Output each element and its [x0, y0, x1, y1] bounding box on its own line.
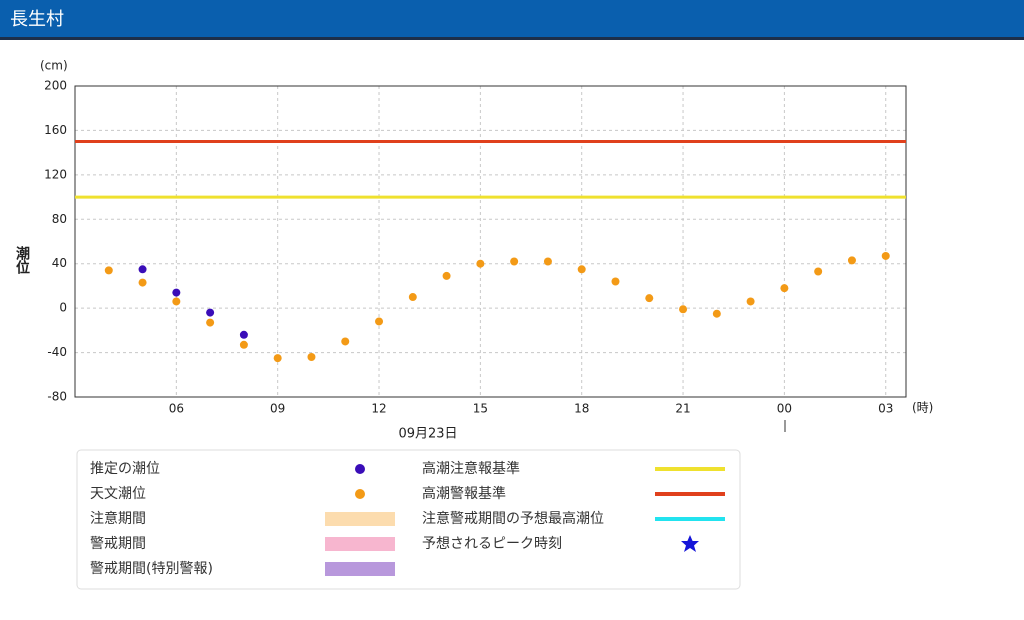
- tide-point: [104, 266, 113, 275]
- tide-point: [510, 257, 519, 266]
- tide-point: [543, 257, 552, 266]
- tide-point: [645, 294, 654, 303]
- x-tick-label: 03: [878, 402, 893, 416]
- x-tick-label: 09: [270, 402, 285, 416]
- y-tick-label: 40: [52, 256, 67, 270]
- header-title: 長生村: [10, 9, 64, 30]
- tide-point: [172, 297, 181, 306]
- tide-point: [206, 308, 215, 317]
- legend-label: 推定の潮位: [90, 461, 160, 477]
- legend-symbol: [355, 489, 365, 499]
- tide-point: [375, 317, 384, 326]
- tide-point: [577, 265, 586, 274]
- tide-point: [307, 353, 316, 362]
- y-tick-label: 120: [44, 167, 67, 181]
- x-tick-label: 12: [371, 402, 386, 416]
- legend-symbol: [325, 562, 395, 576]
- tide-point: [780, 284, 789, 293]
- tide-point: [341, 337, 350, 346]
- tide-point: [679, 305, 688, 314]
- date-label: 09月23日: [398, 427, 457, 442]
- tide-point: [239, 330, 248, 339]
- legend-label: 高潮注意報基準: [422, 460, 520, 477]
- y-tick-label: 160: [44, 123, 67, 137]
- tide-point: [138, 278, 147, 287]
- tide-point: [138, 265, 147, 274]
- y-label: 潮位: [14, 245, 30, 275]
- tide-point: [442, 271, 451, 280]
- header-bar: [0, 0, 1024, 38]
- tide-point: [172, 288, 181, 297]
- y-tick-label: -80: [47, 390, 67, 404]
- legend-symbol: [681, 535, 699, 552]
- legend-label: 予想されるピーク時刻: [422, 536, 562, 552]
- tide-point: [746, 297, 755, 306]
- tide-point: [239, 340, 248, 349]
- legend-label: 警戒期間(特別警報): [90, 561, 213, 577]
- legend-symbol: [355, 464, 365, 474]
- x-tick-label: 18: [574, 402, 589, 416]
- y-tick-label: 0: [59, 301, 67, 315]
- plot-frame: [74, 85, 907, 398]
- y-tick-label: -40: [47, 345, 67, 359]
- legend-label: 注意警戒期間の予想最高潮位: [422, 510, 604, 527]
- legend-box: [76, 449, 741, 590]
- tide-point: [814, 267, 823, 276]
- tide-point: [611, 277, 620, 286]
- header-border: [0, 37, 1024, 40]
- x-tick-label: 15: [473, 402, 488, 416]
- tide-point: [273, 354, 282, 363]
- y-unit: (cm): [40, 59, 68, 73]
- legend-symbol: [325, 537, 395, 551]
- x-tick-label: 21: [675, 402, 690, 416]
- legend-label: 警戒期間: [90, 536, 146, 552]
- tide-point: [408, 293, 417, 302]
- y-tick-label: 200: [44, 79, 67, 93]
- legend-label: 天文潮位: [90, 486, 146, 502]
- legend-symbol: [325, 512, 395, 526]
- y-tick-label: 80: [52, 212, 67, 226]
- legend-label: 高潮警報基準: [422, 485, 506, 502]
- tide-point: [847, 256, 856, 265]
- legend-label: 注意期間: [90, 510, 146, 527]
- x-tick-label: 00: [777, 402, 792, 416]
- tide-point: [881, 251, 890, 260]
- x-tick-label: 06: [169, 402, 184, 416]
- tide-point: [206, 318, 215, 327]
- tide-point: [476, 259, 485, 268]
- x-unit: (時): [912, 401, 933, 415]
- tide-point: [712, 309, 721, 318]
